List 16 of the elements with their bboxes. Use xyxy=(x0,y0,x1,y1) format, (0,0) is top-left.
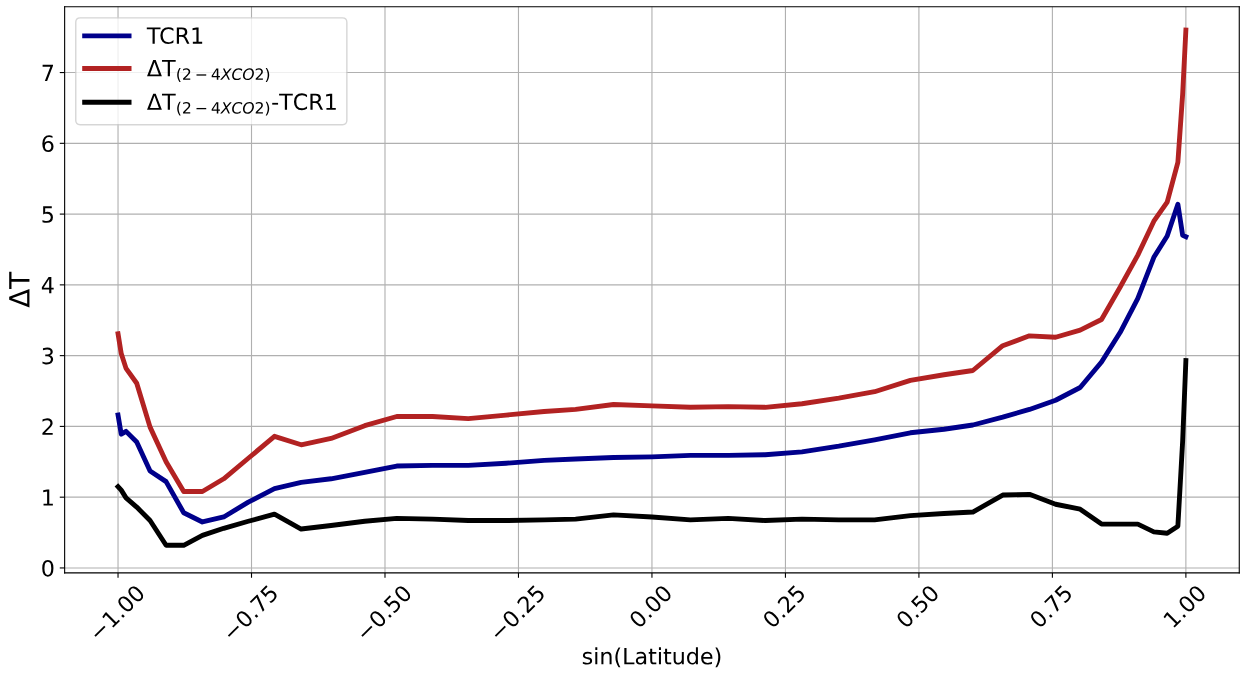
y-tick-label: 3 xyxy=(42,347,54,365)
y-tick-label: 0 xyxy=(42,559,54,577)
legend-label: ΔT$_{(2−4XCO2)}$ xyxy=(147,60,270,82)
y-tick-label: 1 xyxy=(43,489,53,506)
line-series xyxy=(115,201,1189,525)
y-tick-label: 5 xyxy=(42,206,53,223)
line-series xyxy=(115,27,1189,494)
line-series xyxy=(115,358,1189,548)
legend-label: TCR1 xyxy=(146,27,203,44)
y-tick-label: 2 xyxy=(42,418,53,435)
legend-label: ΔT$_{(2−4XCO2)}$-TCR1 xyxy=(147,93,336,116)
y-tick-label: 6 xyxy=(42,135,54,153)
y-tick-label: 7 xyxy=(42,64,54,81)
x-axis-title: sin(Latitude) xyxy=(582,647,721,668)
y-axis-title: ΔT xyxy=(9,271,30,308)
y-tick-label: 4 xyxy=(41,277,54,294)
